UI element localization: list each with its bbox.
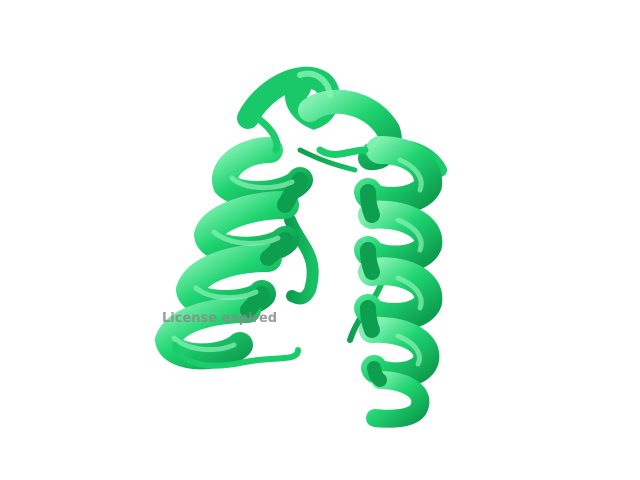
- connecting-loop: [256, 116, 369, 158]
- helix-right: [354, 136, 443, 428]
- helix-left: [154, 137, 313, 370]
- license-watermark: License expired: [162, 311, 278, 326]
